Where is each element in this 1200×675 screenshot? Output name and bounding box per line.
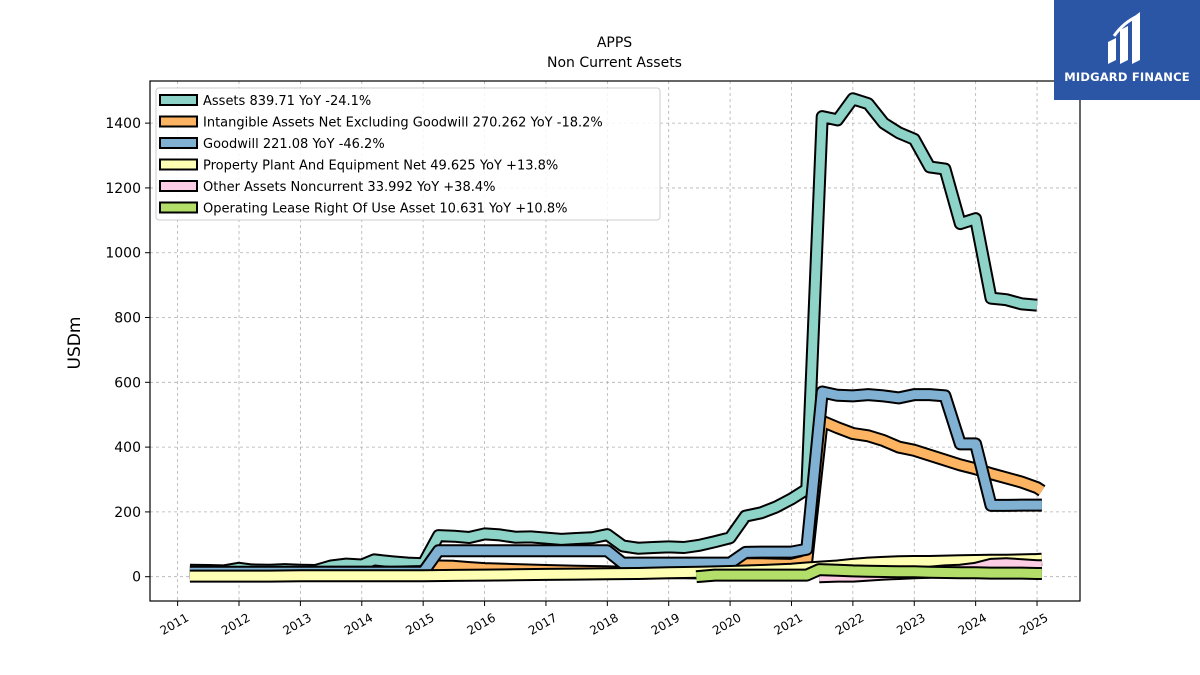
x-tick-label: 2014: [342, 610, 375, 637]
x-tick-label: 2015: [403, 610, 436, 637]
x-tick-label: 2012: [219, 610, 252, 637]
legend-item: Operating Lease Right Of Use Asset 10.63…: [159, 201, 567, 217]
legend-box: [155, 87, 661, 221]
x-tick-label: 2022: [833, 610, 866, 637]
legend-label: Other Assets Noncurrent 33.992 YoY +38.4…: [203, 180, 495, 195]
legend-swatch: [159, 180, 198, 192]
x-tick-label: 2013: [280, 610, 313, 637]
y-tick-label: 1400: [105, 116, 141, 132]
legend-item: Property Plant And Equipment Net 49.625 …: [159, 158, 558, 174]
legend-label: Goodwill 221.08 YoY -46.2%: [203, 137, 385, 152]
y-tick-label: 800: [114, 311, 141, 327]
series-1: [189, 92, 1038, 578]
x-tick-label: 2024: [956, 610, 989, 637]
legend-item: Other Assets Noncurrent 33.992 YoY +38.4…: [159, 180, 495, 195]
brand-logo: MIDGARD FINANCE: [1054, 0, 1200, 100]
x-tick-label: 2021: [772, 610, 805, 637]
y-axis-label: USDm: [65, 317, 85, 370]
x-tick-label: 2019: [649, 610, 682, 637]
legend-swatch: [159, 94, 198, 106]
x-tick-label: 2017: [526, 610, 559, 637]
series-6: [695, 563, 1044, 584]
series-line: [189, 94, 1038, 576]
plot-frame: [149, 80, 1081, 602]
series-layer: [189, 92, 1046, 584]
y-tick-label: 400: [114, 440, 141, 456]
y-tick-label: 200: [114, 505, 141, 521]
legend-label: Operating Lease Right Of Use Asset 10.63…: [203, 202, 567, 217]
x-tick-label: 2018: [587, 610, 620, 637]
x-tick-label: 2016: [465, 610, 498, 637]
x-tick-label: 2011: [158, 610, 191, 637]
x-tick-label: 2025: [1017, 610, 1050, 637]
y-tick-label: 1000: [105, 246, 141, 262]
chart-title: APPS: [597, 35, 632, 51]
chart-subtitle: Non Current Assets: [547, 55, 682, 71]
legend-label: Property Plant And Equipment Net 49.625 …: [203, 159, 558, 174]
x-tick-label: 2023: [894, 610, 927, 637]
legend: Assets 839.71 YoY -24.1% Intangible Asset…: [155, 87, 661, 221]
legend-swatch: [159, 115, 198, 128]
y-tick-label: 0: [132, 570, 141, 586]
y-tick-label: 600: [114, 375, 141, 391]
series-line: [695, 565, 1042, 582]
legend-item: Intangible Assets Net Excluding Goodwill…: [159, 115, 603, 131]
legend-item: Goodwill 221.08 YoY -46.2%: [159, 137, 385, 152]
legend-label: Intangible Assets Net Excluding Goodwill…: [203, 116, 603, 131]
legend-item: Assets 839.71 YoY -24.1%: [159, 94, 371, 109]
midgard-logo-icon: [1108, 12, 1140, 64]
legend-swatch: [159, 137, 198, 149]
legend-swatch: [159, 158, 198, 171]
legend-label: Assets 839.71 YoY -24.1%: [203, 94, 371, 109]
legend-swatch: [159, 201, 198, 214]
y-tick-label: 1200: [105, 181, 141, 197]
x-tick-label: 2020: [710, 610, 743, 637]
brand-name: MIDGARD FINANCE: [1064, 70, 1190, 84]
